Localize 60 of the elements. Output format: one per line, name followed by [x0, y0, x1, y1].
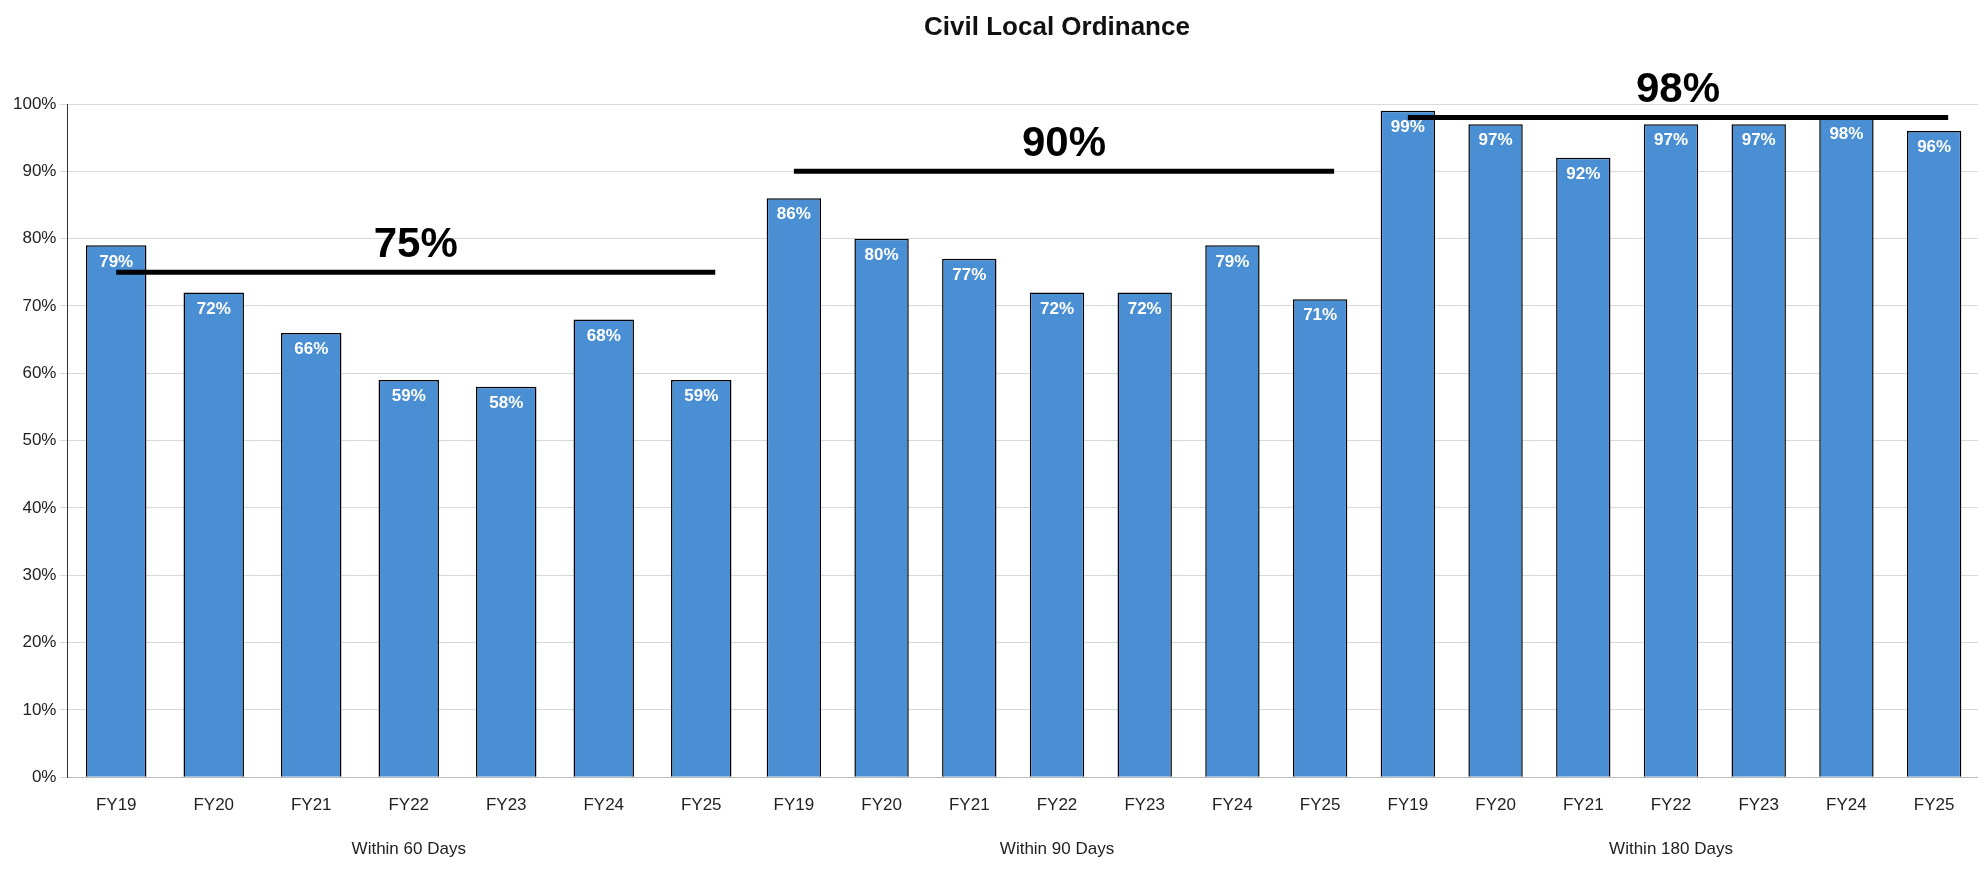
x-tick-label: FY25 — [680, 795, 722, 815]
data-label: 59% — [391, 386, 426, 406]
x-axis-title: Within 60 Days — [351, 839, 466, 859]
data-label: 71% — [1303, 305, 1338, 325]
x-tick-label: FY23 — [1124, 795, 1166, 815]
data-label: 79% — [99, 251, 134, 271]
x-axis-title: Within 180 Days — [1609, 839, 1733, 859]
x-tick-label: FY23 — [1738, 795, 1780, 815]
y-tick-label: 10% — [22, 699, 57, 719]
data-label: 72% — [196, 298, 231, 318]
data-label: 92% — [1566, 164, 1601, 184]
ref-line-label: 75% — [373, 218, 458, 266]
x-tick-label: FY25 — [1299, 795, 1341, 815]
y-tick-label: 20% — [22, 632, 57, 652]
x-tick-label: FY21 — [1562, 795, 1604, 815]
x-tick-label: FY19 — [773, 795, 815, 815]
ref-line-label: 90% — [1021, 117, 1107, 165]
data-label: 79% — [1215, 251, 1250, 271]
y-tick-label: 100% — [13, 93, 57, 113]
data-label: 98% — [1829, 123, 1864, 143]
y-tick-label: 30% — [22, 564, 57, 584]
y-tick-label: 80% — [22, 228, 57, 248]
x-axis-title: Within 90 Days — [999, 839, 1115, 859]
x-tick-label: FY21 — [290, 795, 332, 815]
x-tick-label: FY19 — [1387, 795, 1429, 815]
x-tick-label: FY22 — [1650, 795, 1692, 815]
x-tick-label: FY20 — [861, 795, 902, 815]
y-tick-label: 40% — [22, 497, 57, 517]
y-tick-label: 90% — [22, 161, 57, 181]
x-tick-label: FY20 — [193, 795, 235, 815]
data-label: 58% — [489, 392, 524, 412]
data-label: 86% — [776, 204, 811, 224]
data-label: 99% — [1390, 116, 1425, 136]
data-label: 97% — [1653, 130, 1689, 150]
x-tick-label: FY21 — [948, 795, 990, 815]
data-label: 96% — [1917, 137, 1952, 157]
data-label: 72% — [1127, 298, 1162, 318]
y-tick-label: 0% — [31, 766, 57, 786]
x-tick-label: FY25 — [1913, 795, 1955, 815]
x-tick-label: FY24 — [583, 795, 625, 815]
chart-title: Civil Local Ordinance — [923, 10, 1191, 43]
data-label: 77% — [952, 265, 987, 285]
data-label: 97% — [1741, 130, 1776, 150]
x-tick-label: FY23 — [485, 795, 527, 815]
data-label: 72% — [1039, 298, 1075, 318]
x-tick-label: FY20 — [1475, 795, 1516, 815]
y-tick-label: 60% — [22, 362, 57, 382]
data-label: 59% — [684, 386, 719, 406]
data-label: 97% — [1478, 130, 1513, 150]
x-tick-label: FY24 — [1212, 795, 1253, 815]
x-tick-label: FY19 — [95, 795, 137, 815]
y-tick-label: 50% — [22, 430, 57, 450]
data-label: 68% — [586, 325, 621, 345]
x-tick-label: FY22 — [1036, 795, 1078, 815]
x-tick-label: FY22 — [388, 795, 430, 815]
ref-line-label: 98% — [1635, 64, 1721, 112]
y-tick-label: 70% — [22, 295, 57, 315]
x-tick-label: FY24 — [1826, 795, 1867, 815]
data-label: 80% — [864, 244, 899, 264]
data-label: 66% — [294, 339, 329, 359]
